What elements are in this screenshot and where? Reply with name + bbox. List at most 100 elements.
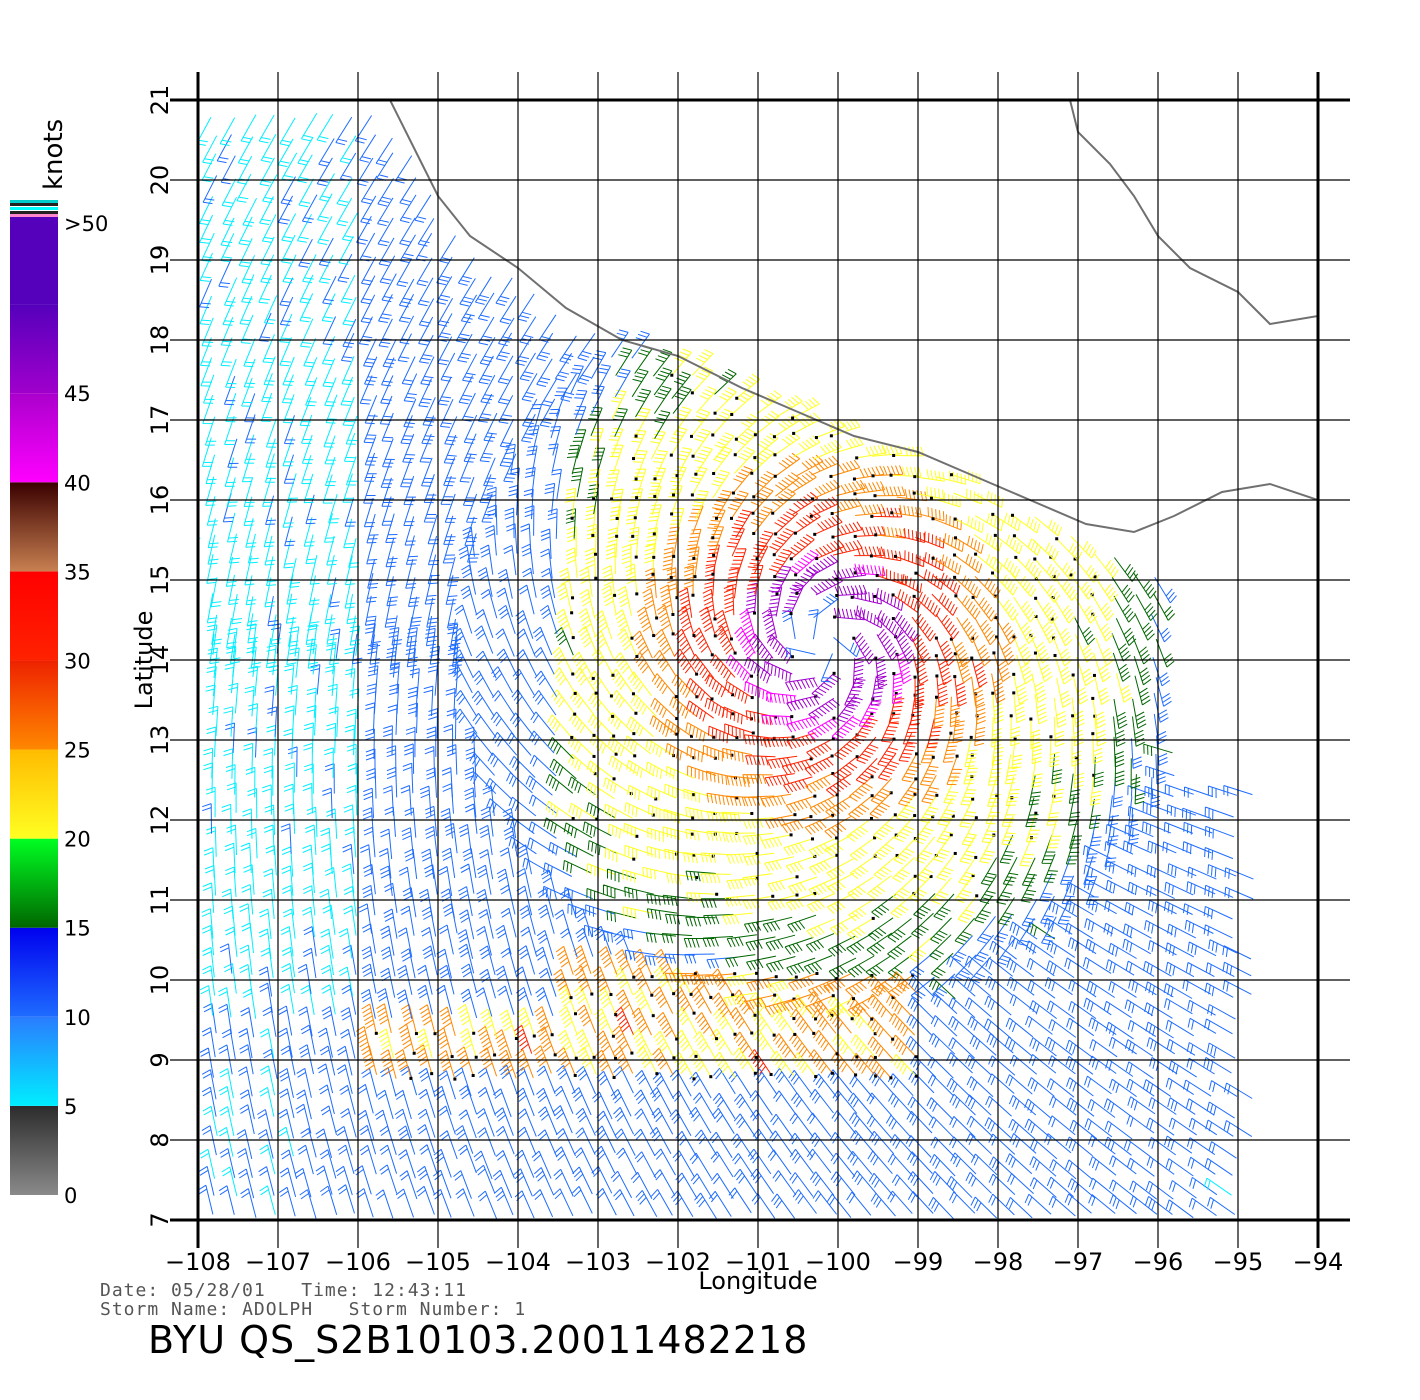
wind-barb: [417, 1108, 436, 1138]
wind-barb: [1049, 1096, 1077, 1116]
rain-flag-dot: [913, 475, 917, 479]
wind-barb: [1204, 884, 1234, 899]
wind-barb: [1155, 677, 1172, 707]
wind-barb: [199, 279, 212, 309]
wind-barb: [611, 329, 629, 358]
wind-barb: [919, 757, 939, 787]
rain-flag-dot: [1069, 573, 1073, 577]
wind-barb: [156, 1184, 171, 1213]
wind-barb: [1070, 574, 1095, 600]
wind-barb: [245, 518, 257, 548]
wind-barb: [1104, 1120, 1133, 1140]
wind-barb: [280, 823, 292, 854]
rain-flag-dot: [892, 712, 896, 716]
wind-barb: [376, 1003, 392, 1034]
wind-barb: [984, 1117, 1012, 1139]
wind-barb: [400, 905, 415, 936]
rain-flag-dot: [914, 1074, 918, 1078]
wind-barb: [714, 387, 737, 414]
wind-barb: [377, 197, 394, 227]
wind-barb: [218, 987, 232, 1018]
rain-flag-dot: [692, 1011, 696, 1015]
wind-barb: [361, 1003, 377, 1034]
wind-barb: [907, 1151, 933, 1174]
rain-flag-dot: [695, 695, 699, 699]
wind-barb: [868, 1071, 895, 1095]
wind-barb: [554, 1146, 575, 1175]
rain-flag-dot: [955, 754, 959, 758]
wind-barb: [690, 986, 712, 1014]
wind-barb: [285, 762, 295, 793]
wind-barb: [630, 1171, 653, 1199]
rain-flag-dot: [970, 775, 974, 779]
rain-flag-dot: [514, 1037, 518, 1041]
wind-barb: [359, 1144, 377, 1175]
wind-barb: [418, 378, 432, 408]
wind-barb: [519, 352, 536, 382]
wind-barb: [1054, 655, 1072, 685]
wind-barb: [540, 548, 553, 579]
wind-barb: [664, 972, 696, 983]
wind-barb: [399, 177, 417, 206]
wind-barb: [1113, 698, 1128, 730]
wind-barb: [340, 1108, 357, 1138]
rain-flag-dot: [951, 814, 955, 818]
rain-flag-dot: [834, 836, 838, 840]
wind-barb: [177, 115, 191, 143]
wind-barb: [733, 1168, 758, 1195]
wind-barb: [815, 539, 845, 560]
wind-barb: [644, 955, 675, 966]
wind-barb: [405, 558, 418, 589]
wind-barb: [529, 754, 557, 777]
wind-barb: [376, 1089, 394, 1120]
wind-barb: [733, 1031, 757, 1058]
wind-barb: [302, 782, 313, 814]
x-axis-label: Longitude: [698, 1267, 817, 1295]
wind-barb: [398, 278, 415, 308]
wind-barb: [870, 675, 886, 706]
rain-flag-dot: [750, 1031, 754, 1035]
wind-barb: [463, 433, 477, 463]
wind-barb: [621, 544, 632, 575]
wind-barb: [552, 1188, 574, 1217]
rain-flag-dot: [715, 1037, 719, 1041]
wind-barb: [829, 1131, 855, 1157]
wind-barb: [1207, 1004, 1236, 1020]
wind-barb: [789, 1032, 814, 1058]
wind-barb: [827, 872, 855, 894]
wind-barb: [985, 1095, 1012, 1117]
wind-barb: [497, 604, 516, 635]
wind-barb: [452, 627, 473, 657]
wind-barb: [744, 656, 772, 684]
wind-barb: [400, 1003, 417, 1034]
wind-barb: [872, 444, 903, 457]
wind-barb: [465, 747, 477, 778]
wind-barb: [1017, 917, 1035, 947]
rain-flag-dot: [830, 1071, 834, 1075]
wind-barb: [381, 412, 394, 442]
colorbar-tick-label: >50: [64, 212, 108, 236]
wind-barb: [1188, 1197, 1217, 1217]
wind-barb: [867, 875, 892, 900]
wind-barb: [242, 197, 258, 227]
rain-flag-dot: [751, 511, 755, 515]
wind-barb: [264, 577, 276, 608]
wind-barb: [483, 412, 498, 442]
wind-barb: [946, 755, 962, 786]
wind-barb: [905, 1035, 932, 1059]
rain-flag-dot: [750, 674, 754, 678]
wind-barb: [300, 318, 314, 348]
wind-barb: [673, 986, 695, 1014]
wind-barb: [887, 935, 912, 960]
rain-flag-dot: [690, 493, 694, 497]
wind-barb: [1135, 594, 1158, 621]
wind-barb: [983, 1018, 1012, 1039]
wind-barb: [1187, 1017, 1217, 1034]
wind-barb: [364, 356, 378, 386]
wind-barb: [250, 638, 262, 669]
wind-barb: [1186, 1098, 1215, 1116]
wind-barb: [846, 932, 873, 955]
wind-barb: [289, 557, 301, 588]
wind-barb: [295, 1103, 312, 1134]
wind-barb: [636, 606, 655, 636]
